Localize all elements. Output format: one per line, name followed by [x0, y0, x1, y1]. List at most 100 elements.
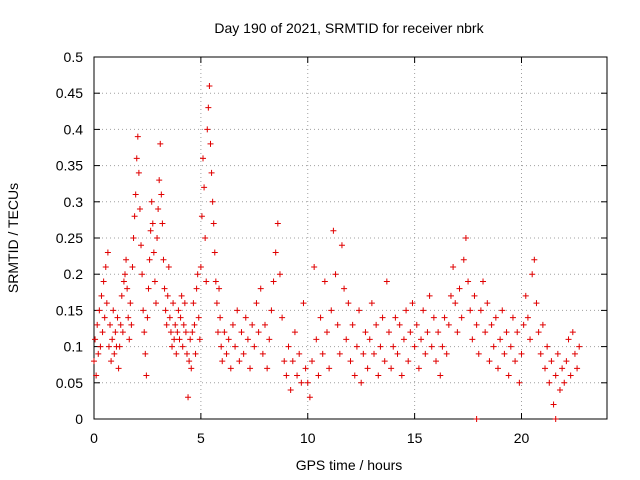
- data-point: [450, 263, 457, 270]
- data-point: [311, 263, 318, 270]
- data-point: [218, 343, 225, 350]
- data-point: [388, 365, 395, 372]
- data-point: [255, 329, 262, 336]
- data-point: [268, 307, 275, 314]
- data-point: [257, 285, 264, 292]
- data-point: [505, 372, 512, 379]
- data-point: [93, 372, 100, 379]
- data-point: [456, 285, 463, 292]
- data-point: [163, 321, 170, 328]
- data-point: [383, 278, 390, 285]
- data-point: [92, 336, 99, 343]
- data-point: [304, 379, 311, 386]
- data-point: [131, 213, 138, 220]
- data-point: [477, 307, 484, 314]
- data-point: [313, 336, 320, 343]
- data-point: [189, 329, 196, 336]
- data-point: [145, 285, 152, 292]
- data-point: [565, 336, 572, 343]
- data-point: [219, 358, 226, 365]
- data-point: [251, 343, 258, 350]
- data-point: [216, 285, 223, 292]
- data-point: [537, 350, 544, 357]
- data-point: [574, 365, 581, 372]
- data-point: [524, 314, 531, 321]
- data-point: [139, 271, 146, 278]
- data-point: [186, 358, 193, 365]
- data-point: [428, 343, 435, 350]
- data-point: [392, 314, 399, 321]
- data-point: [98, 292, 105, 299]
- data-point: [187, 336, 194, 343]
- data-point: [364, 365, 371, 372]
- data-point: [473, 416, 480, 422]
- data-point: [533, 300, 540, 307]
- data-point: [413, 321, 420, 328]
- data-point: [155, 206, 162, 213]
- data-point: [112, 329, 119, 336]
- data-point: [552, 372, 559, 379]
- data-point: [192, 350, 199, 357]
- data-point: [544, 343, 551, 350]
- data-point: [141, 329, 148, 336]
- data-point: [396, 321, 403, 328]
- data-point: [509, 314, 516, 321]
- data-point: [154, 235, 161, 241]
- data-point: [201, 184, 208, 191]
- data-point: [107, 321, 114, 328]
- data-point: [194, 271, 201, 278]
- data-point: [458, 314, 465, 321]
- data-point: [430, 314, 437, 321]
- data-point: [109, 336, 116, 343]
- data-point: [503, 329, 510, 336]
- data-point: [204, 126, 211, 133]
- x-tick-label: 0: [90, 430, 98, 446]
- data-point: [162, 307, 169, 314]
- data-point: [147, 227, 154, 234]
- data-point: [418, 336, 425, 343]
- data-point: [202, 235, 209, 241]
- data-point: [439, 343, 446, 350]
- data-point: [173, 350, 180, 357]
- data-point: [183, 350, 190, 357]
- data-point: [158, 191, 165, 198]
- data-point: [206, 82, 213, 89]
- x-tick-label: 15: [407, 430, 423, 446]
- data-point: [197, 263, 204, 270]
- data-point: [328, 307, 335, 314]
- data-point: [193, 285, 200, 292]
- data-point: [242, 314, 249, 321]
- data-point: [475, 350, 482, 357]
- data-point: [209, 198, 216, 205]
- data-point: [266, 336, 273, 343]
- data-point: [229, 321, 236, 328]
- data-point: [238, 329, 245, 336]
- data-point: [403, 307, 410, 314]
- data-point: [205, 104, 212, 111]
- data-point: [454, 329, 461, 336]
- data-point: [115, 365, 122, 372]
- data-point: [294, 372, 301, 379]
- x-tick-label: 5: [197, 430, 205, 446]
- data-point: [285, 343, 292, 350]
- data-point: [208, 169, 215, 176]
- data-point: [559, 365, 566, 372]
- data-point: [345, 300, 352, 307]
- data-point: [332, 271, 339, 278]
- y-tick-label: 0.05: [56, 375, 83, 391]
- data-point: [240, 350, 247, 357]
- data-point: [234, 307, 241, 314]
- data-point: [480, 278, 487, 285]
- data-point: [203, 278, 210, 285]
- data-point: [330, 227, 337, 234]
- data-point: [174, 329, 181, 336]
- data-point: [249, 321, 256, 328]
- data-point: [377, 343, 384, 350]
- data-point: [165, 263, 172, 270]
- data-point: [341, 285, 348, 292]
- data-point: [114, 314, 121, 321]
- data-point: [108, 358, 115, 365]
- data-point: [198, 213, 205, 220]
- data-point: [289, 358, 296, 365]
- data-point: [390, 343, 397, 350]
